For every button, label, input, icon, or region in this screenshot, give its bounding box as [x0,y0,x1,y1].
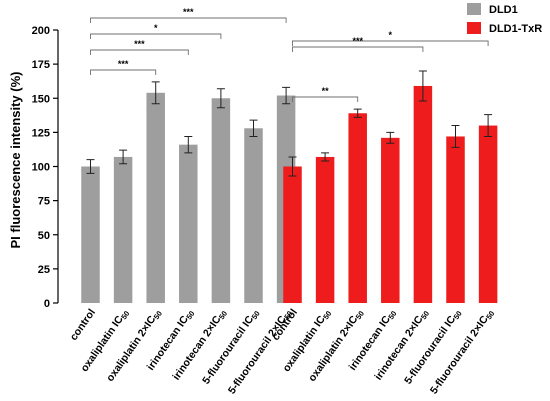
error-bar [451,125,460,148]
category-label: control [68,307,98,343]
error-bar [216,88,225,109]
bar [348,113,367,303]
bars [81,70,498,304]
significance-label: *** [134,39,145,49]
legend-label: DLD1-TxR [489,23,542,35]
bar [244,128,263,303]
bar [113,156,133,303]
y-tick-label: 150 [32,93,50,105]
y-tick-label: 125 [32,127,50,139]
legend: DLD1 DLD1-TxR [467,3,542,35]
error-bar [249,119,258,137]
significance-label: *** [118,59,129,69]
significance-label: *** [352,36,363,46]
significance-label: *** [183,7,194,17]
y-tick-label: 50 [38,230,50,242]
significance-label: * [154,23,158,33]
significance-bracket [292,46,424,52]
error-bar [288,156,297,177]
error-bar [386,131,395,144]
y-tick-label: 75 [38,196,50,208]
category-label: 5-fluorouracil 2×IC50 [428,307,496,397]
significance-bracket [292,40,489,46]
error-bar [484,114,493,137]
bar [179,144,198,303]
error-bar [353,108,362,118]
legend-swatch [467,3,481,15]
y-tick-label: 200 [32,25,50,37]
y-tick-label: 25 [38,264,50,276]
y-axis-label: PI fluorescence intensity (%) [8,72,23,249]
significance-bracket [90,33,222,39]
error-bar [119,149,128,165]
significance-brackets: **************** [90,7,489,102]
bar [211,98,231,303]
bar [478,125,498,303]
bar [315,156,335,303]
legend-swatch [467,22,481,34]
significance-bracket [90,49,189,55]
error-bar [86,159,95,174]
error-bar [282,86,291,105]
error-bar [184,135,193,154]
error-bar [151,81,160,105]
bar [81,166,100,303]
y-tick-label: 175 [32,59,50,71]
bar [413,85,433,303]
significance-bracket [90,69,157,75]
bar [381,137,400,303]
bar [146,92,165,303]
y-axis: 0 25 50 75 100 125 150 175 200 [32,25,59,310]
y-tick-label: 100 [32,162,50,174]
y-tick-label: 0 [44,298,50,310]
significance-label: * [389,30,393,40]
error-bar [418,70,427,102]
significance-bracket [292,96,359,102]
significance-bracket [90,17,287,23]
bar [446,136,465,303]
significance-label: ** [322,86,330,96]
legend-label: DLD1 [489,4,518,16]
bar [283,166,302,303]
error-bar [321,152,330,162]
